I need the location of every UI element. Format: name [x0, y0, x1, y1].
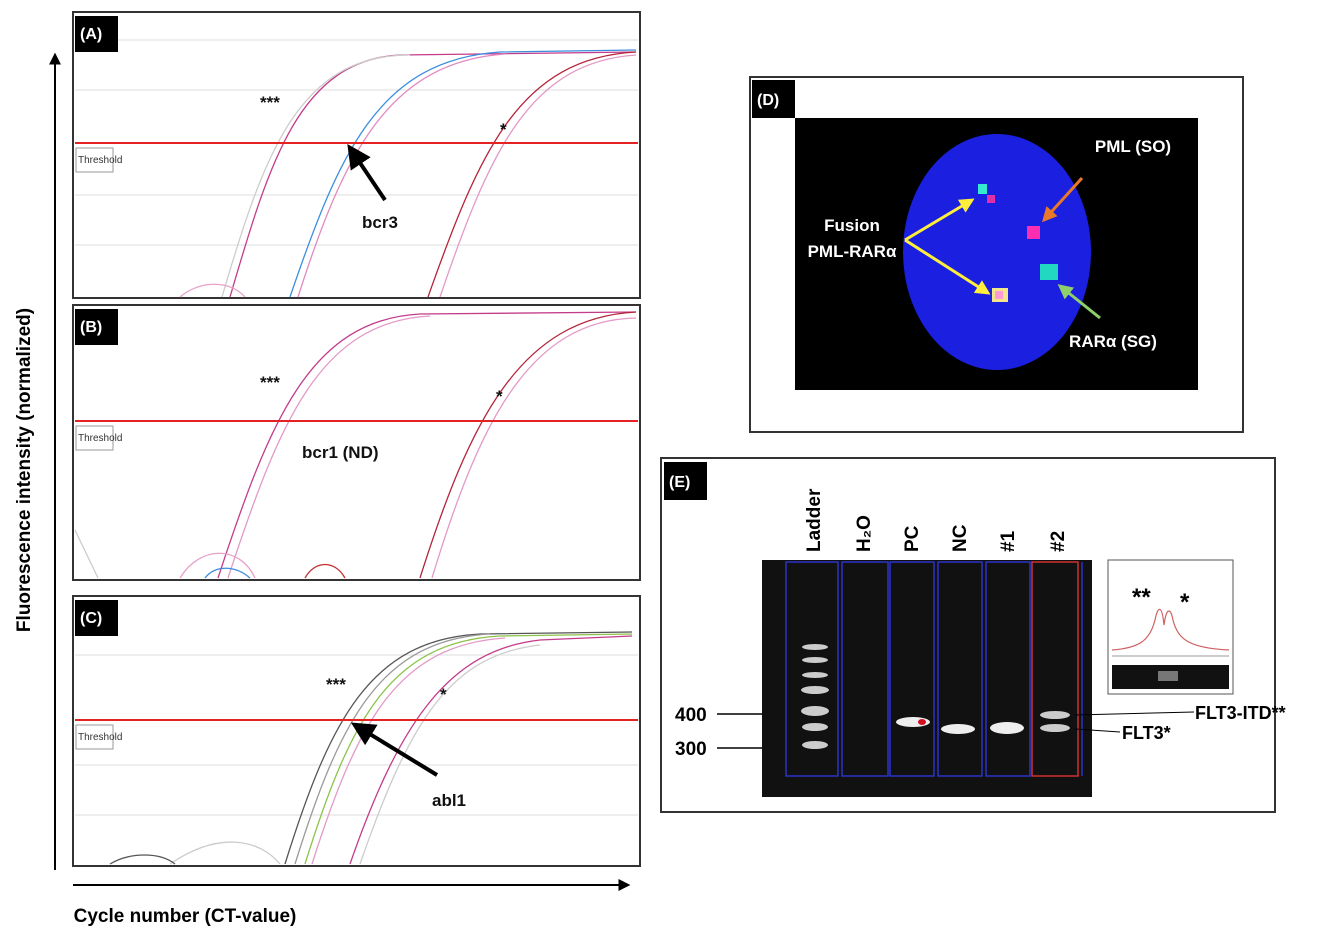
y-label: Fluorescence intensity (normalized)	[14, 308, 35, 632]
lane-label: Ladder	[804, 488, 825, 552]
lane-label: NC	[950, 524, 971, 552]
panel-d: (D) PML (SO) Fusion PML-RARα RARα (SG)	[750, 77, 1243, 432]
target-label: bcr3	[362, 213, 398, 232]
panel-b: Threshold (B) *** * bcr1 (ND)	[73, 305, 640, 580]
panel-e: (E) Ladder H₂O PC NC #1 #2 400 300	[661, 458, 1286, 812]
panel-label: (C)	[80, 610, 102, 627]
threshold-label: Threshold	[78, 732, 122, 743]
panel-c: Threshold (C) *** * abl1	[73, 596, 640, 866]
threshold-label: Threshold	[78, 155, 122, 166]
lane-label: PC	[902, 525, 923, 552]
signal-label: PML (SO)	[1095, 137, 1171, 156]
signal-label: Fusion	[824, 216, 880, 235]
lane-label: H₂O	[854, 515, 875, 552]
panel-label: (E)	[669, 474, 690, 491]
annotation: ***	[326, 675, 346, 694]
band-label: FLT3*	[1122, 723, 1171, 743]
marker-label: 400	[675, 705, 707, 726]
annotation: *	[440, 685, 447, 704]
annotation: ***	[260, 373, 280, 392]
lane-label: #1	[998, 530, 1019, 552]
target-label: bcr1 (ND)	[302, 443, 379, 462]
target-label: abl1	[432, 791, 466, 810]
lane-label: #2	[1048, 531, 1069, 552]
panel-label: (D)	[757, 92, 779, 109]
panel-label: (B)	[80, 319, 102, 336]
annotation: ***	[260, 93, 280, 112]
page: Fluorescence intensity (normalized) Cycl…	[0, 0, 1334, 933]
inset-label: **	[1132, 584, 1151, 611]
panel-label: (A)	[80, 26, 102, 43]
band-label: FLT3-ITD**	[1195, 703, 1286, 723]
marker-label: 300	[675, 739, 707, 760]
inset-label: *	[1180, 589, 1190, 616]
annotation: *	[500, 120, 507, 139]
threshold-label: Threshold	[78, 433, 122, 444]
signal-label: PML-RARα	[808, 242, 897, 261]
x-label: Cycle number (CT-value)	[74, 906, 297, 927]
signal-label: RARα (SG)	[1069, 332, 1157, 351]
annotation: *	[496, 387, 503, 406]
panel-a: Threshold (A) *** * bcr3	[73, 12, 640, 298]
figure: Fluorescence intensity (normalized) Cycl…	[0, 0, 1334, 933]
